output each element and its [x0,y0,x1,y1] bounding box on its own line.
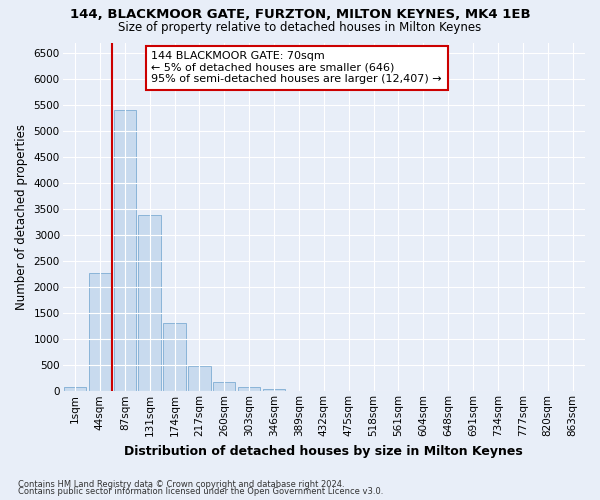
Text: Contains HM Land Registry data © Crown copyright and database right 2024.: Contains HM Land Registry data © Crown c… [18,480,344,489]
Bar [238,387,260,392]
Bar [89,272,111,392]
Text: Size of property relative to detached houses in Milton Keynes: Size of property relative to detached ho… [118,21,482,34]
Bar [113,110,136,392]
Bar [213,382,235,392]
Text: 144, BLACKMOOR GATE, FURZTON, MILTON KEYNES, MK4 1EB: 144, BLACKMOOR GATE, FURZTON, MILTON KEY… [70,8,530,20]
X-axis label: Distribution of detached houses by size in Milton Keynes: Distribution of detached houses by size … [124,444,523,458]
Bar [263,388,285,392]
Text: Contains public sector information licensed under the Open Government Licence v3: Contains public sector information licen… [18,487,383,496]
Text: 144 BLACKMOOR GATE: 70sqm
← 5% of detached houses are smaller (646)
95% of semi-: 144 BLACKMOOR GATE: 70sqm ← 5% of detach… [151,51,442,84]
Bar [64,387,86,392]
Bar [139,216,161,392]
Bar [163,322,186,392]
Y-axis label: Number of detached properties: Number of detached properties [15,124,28,310]
Bar [188,366,211,392]
